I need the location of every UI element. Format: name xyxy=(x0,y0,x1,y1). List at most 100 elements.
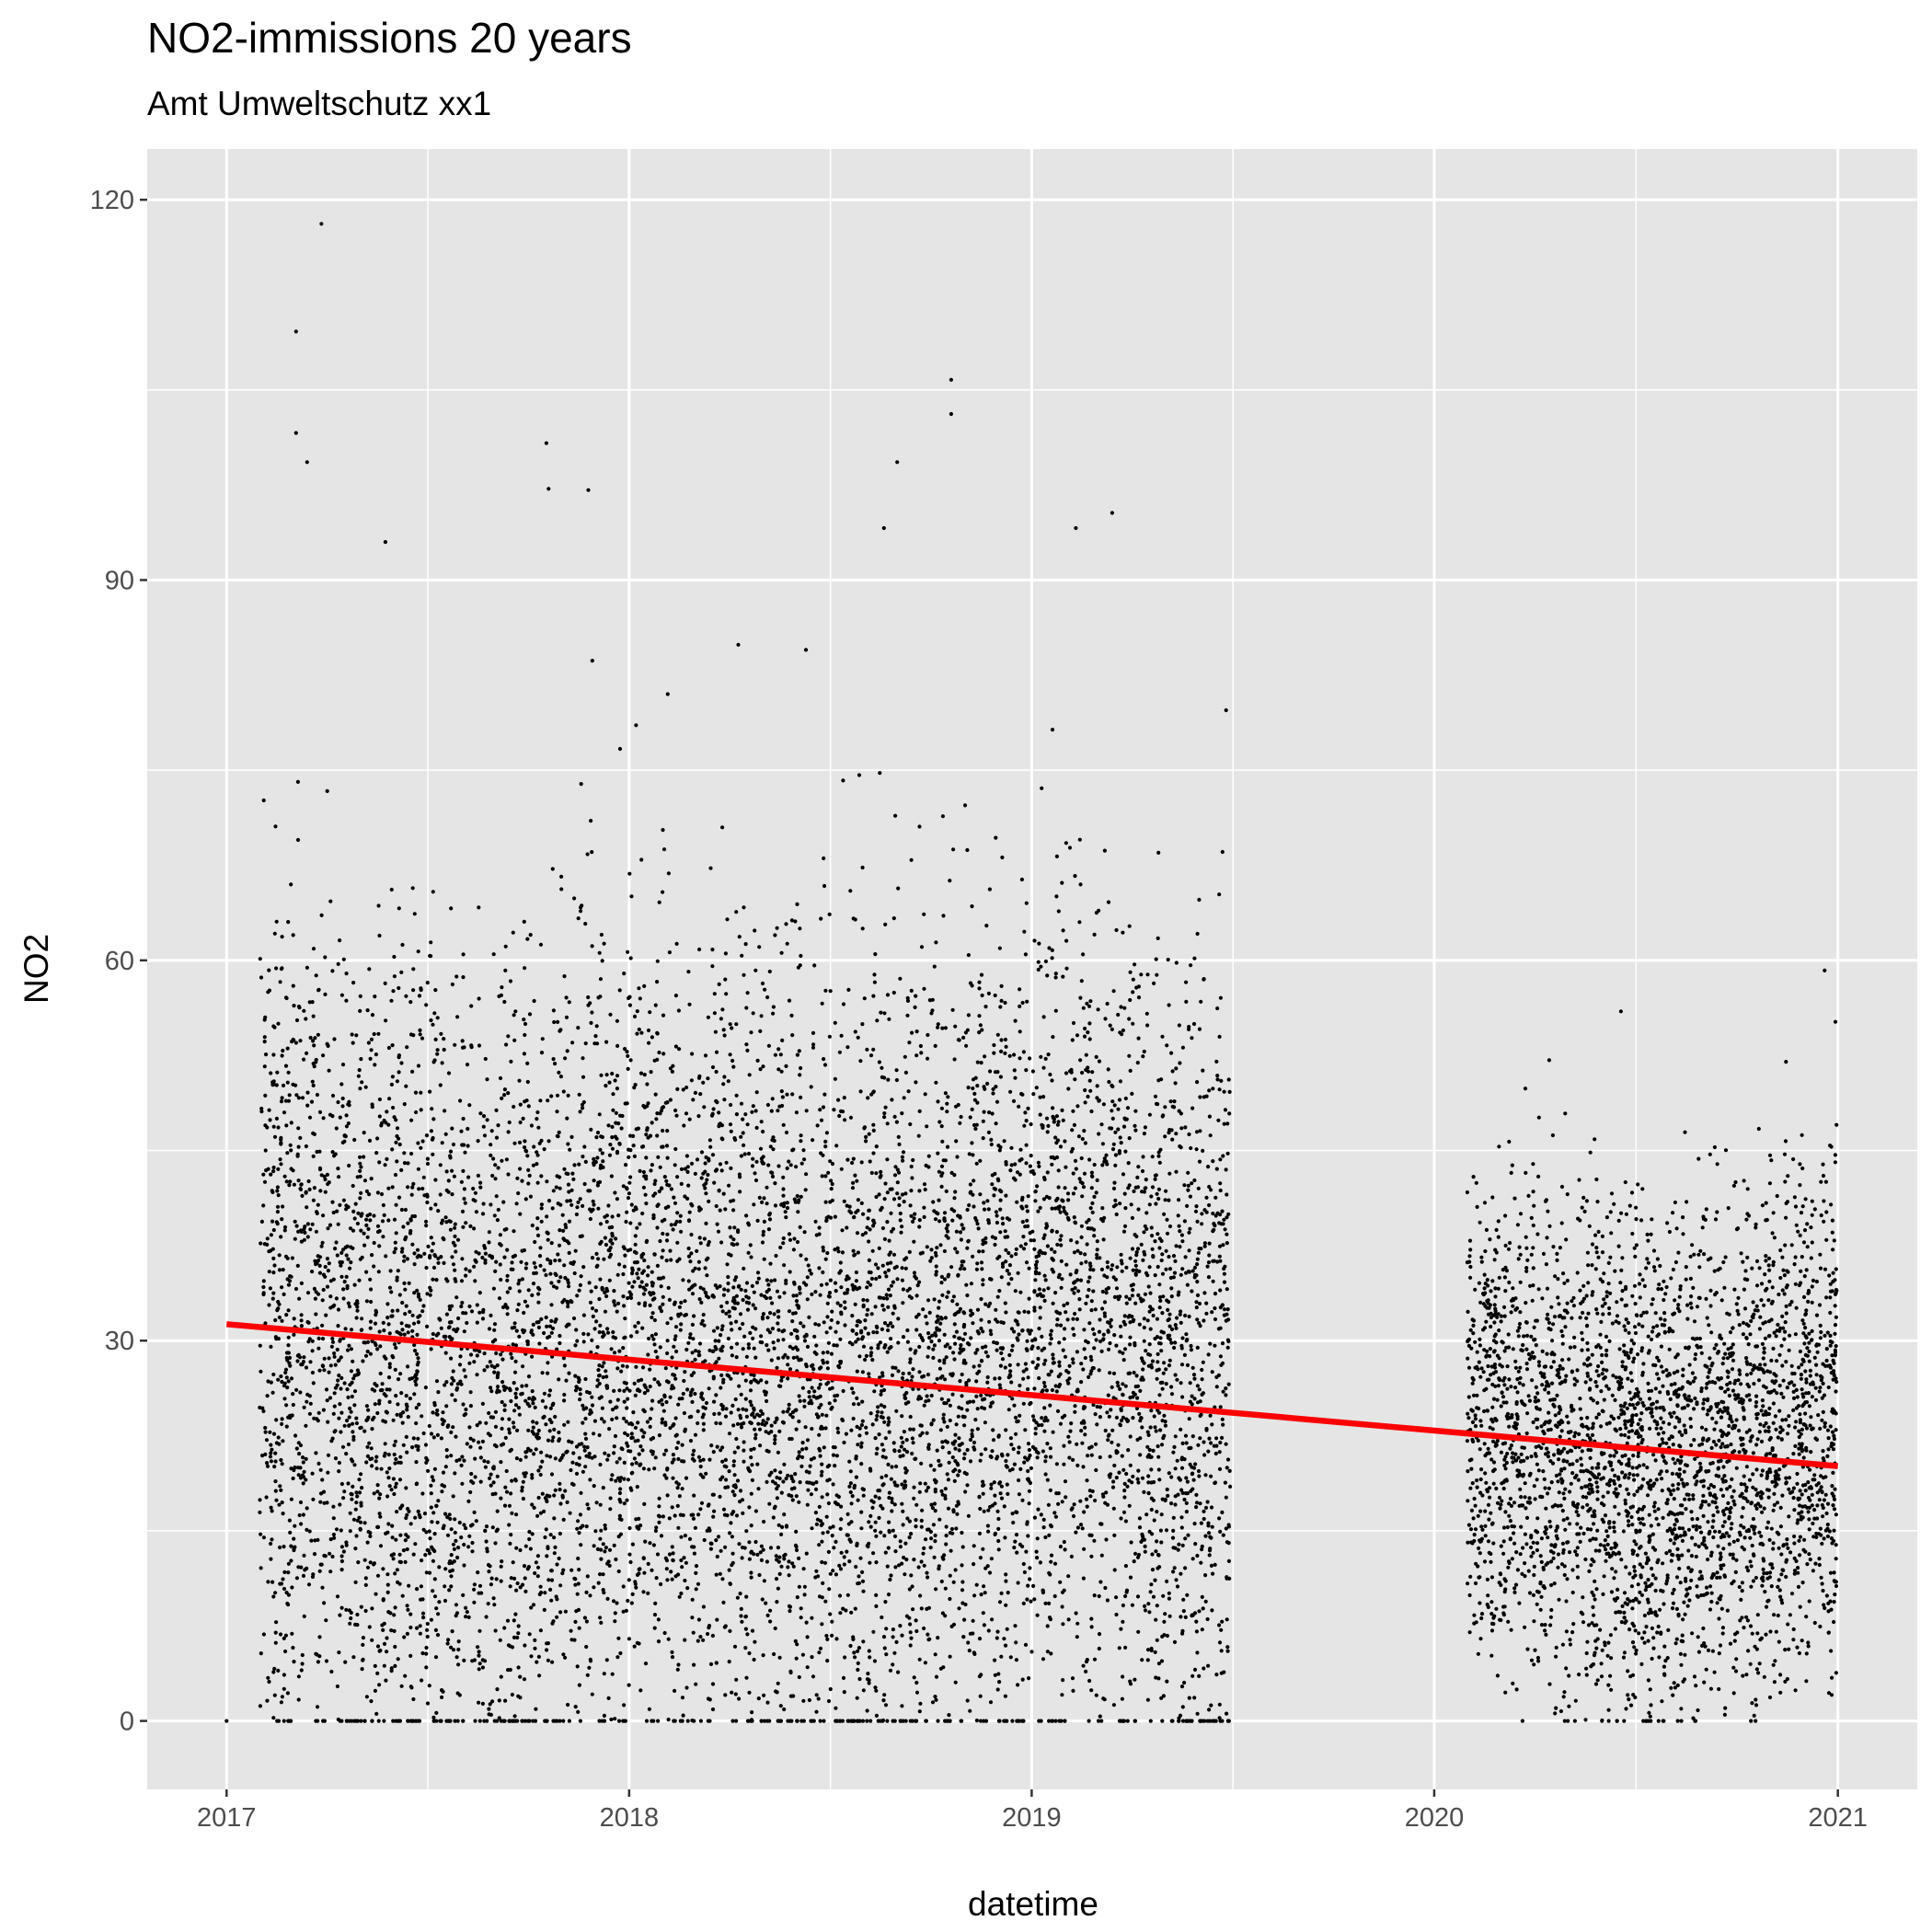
data-point xyxy=(622,1304,627,1308)
data-point xyxy=(1058,1144,1064,1149)
data-point xyxy=(551,1008,557,1013)
data-point xyxy=(600,1134,605,1140)
data-point xyxy=(885,993,891,997)
data-point xyxy=(1082,1171,1087,1176)
data-point xyxy=(903,1572,907,1577)
data-point xyxy=(286,1308,291,1313)
data-point xyxy=(889,1211,893,1215)
data-point xyxy=(848,1481,854,1486)
data-point xyxy=(682,1410,687,1416)
data-point xyxy=(378,1371,383,1376)
data-point xyxy=(453,1234,457,1238)
data-point xyxy=(753,928,757,933)
data-point xyxy=(1024,1068,1029,1073)
data-point xyxy=(500,1096,504,1100)
data-point xyxy=(751,1325,755,1329)
data-point xyxy=(415,1587,420,1592)
data-point xyxy=(778,1245,783,1250)
data-point xyxy=(775,1365,779,1370)
data-point xyxy=(995,1319,1000,1324)
data-point xyxy=(608,1012,613,1017)
data-point xyxy=(1180,1441,1185,1445)
data-point xyxy=(493,1409,499,1414)
data-point xyxy=(491,1156,496,1161)
data-point xyxy=(1080,1441,1085,1445)
data-point xyxy=(621,1271,626,1277)
data-point xyxy=(271,1372,276,1377)
data-point xyxy=(429,1018,433,1023)
data-point xyxy=(1091,1289,1096,1294)
data-point xyxy=(1211,1159,1215,1164)
data-point xyxy=(898,1539,903,1544)
data-point xyxy=(1165,1231,1170,1236)
data-point xyxy=(499,1443,504,1447)
data-point xyxy=(840,1417,845,1421)
data-point xyxy=(462,1542,466,1547)
data-point xyxy=(941,1416,946,1420)
data-point xyxy=(302,1553,306,1558)
data-point xyxy=(1092,1194,1097,1199)
data-point xyxy=(980,1267,984,1271)
data-point xyxy=(351,1484,355,1489)
data-point xyxy=(949,1526,954,1532)
data-point xyxy=(370,1253,374,1258)
data-point xyxy=(538,1263,543,1268)
data-point xyxy=(1197,1321,1202,1326)
data-point xyxy=(1195,1080,1200,1085)
data-point xyxy=(805,1665,810,1670)
data-point xyxy=(304,1456,308,1461)
data-point xyxy=(1045,1478,1050,1482)
data-point xyxy=(1104,1153,1109,1157)
data-point xyxy=(1050,956,1054,960)
data-point xyxy=(707,1138,713,1143)
data-point xyxy=(818,1382,822,1386)
data-point xyxy=(985,1374,990,1380)
data-point xyxy=(1032,938,1037,943)
data-point xyxy=(734,1355,739,1360)
data-point xyxy=(454,1538,458,1543)
data-point xyxy=(707,1199,711,1203)
data-point xyxy=(743,1288,748,1294)
data-point xyxy=(391,1418,396,1422)
data-point xyxy=(827,912,832,917)
data-point xyxy=(868,1524,873,1529)
data-point xyxy=(909,1295,914,1300)
data-point xyxy=(1177,1476,1181,1480)
data-point xyxy=(937,1219,942,1224)
data-point xyxy=(731,1285,736,1290)
data-point xyxy=(773,1052,778,1057)
data-point xyxy=(1189,1489,1193,1493)
data-point xyxy=(276,1299,281,1305)
data-point xyxy=(561,1228,566,1233)
data-point xyxy=(1171,1450,1176,1455)
data-point xyxy=(596,1368,601,1373)
data-point xyxy=(387,1387,392,1392)
data-point xyxy=(562,1392,567,1397)
data-point xyxy=(1124,1301,1129,1305)
data-point xyxy=(489,1129,494,1133)
data-point xyxy=(405,1045,409,1050)
data-point xyxy=(926,1056,930,1061)
data-point xyxy=(968,1459,973,1464)
data-point xyxy=(280,1053,284,1058)
data-point xyxy=(633,1581,638,1586)
data-point xyxy=(364,1418,369,1422)
data-point xyxy=(717,1411,721,1416)
data-point xyxy=(944,1226,949,1231)
data-point xyxy=(1226,1317,1231,1322)
data-point xyxy=(375,1190,380,1195)
data-point xyxy=(432,1403,437,1408)
data-point xyxy=(1051,1352,1055,1357)
data-point xyxy=(275,1204,281,1209)
data-point xyxy=(737,1542,742,1547)
data-point xyxy=(895,1191,900,1196)
data-point xyxy=(759,1334,764,1339)
data-point xyxy=(975,1307,981,1312)
data-point xyxy=(1172,1105,1177,1110)
data-point xyxy=(1026,1106,1030,1110)
data-point xyxy=(644,1719,650,1723)
data-point xyxy=(602,1591,606,1595)
data-point xyxy=(1089,1616,1094,1621)
data-point xyxy=(1032,1290,1037,1294)
data-point xyxy=(981,1282,985,1287)
